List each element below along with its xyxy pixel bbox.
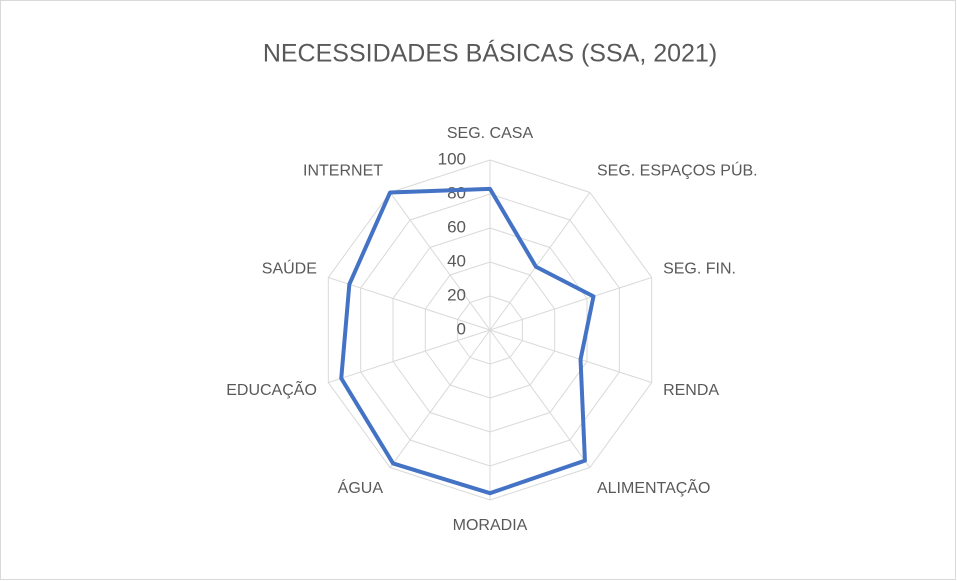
category-label: RENDA (663, 382, 719, 399)
r-tick-label: 60 (447, 217, 466, 236)
category-label: MORADIA (453, 517, 528, 534)
r-tick-label: 40 (447, 251, 466, 270)
category-label: SEG. FIN. (663, 261, 736, 278)
r-tick-label: 20 (447, 285, 466, 304)
category-label: SAÚDE (262, 259, 317, 278)
r-tick-label: 80 (447, 183, 466, 202)
spoke (489, 329, 591, 468)
r-tick-label: 0 (457, 319, 466, 338)
category-label: INTERNET (303, 163, 383, 180)
category-label: SEG. ESPAÇOS PÚB. (597, 161, 758, 180)
spoke (328, 276, 491, 331)
spoke (389, 329, 491, 468)
category-label: ÁGUA (338, 478, 384, 497)
spoke (489, 329, 652, 384)
spoke (328, 329, 491, 384)
category-label: EDUCAÇÃO (226, 379, 317, 399)
spoke (389, 192, 491, 331)
spoke (489, 192, 591, 331)
category-label: ALIMENTAÇÃO (597, 477, 711, 497)
radar-line (339, 186, 596, 496)
spoke (489, 276, 652, 331)
chart-title: NECESSIDADES BÁSICAS (SSA, 2021) (263, 39, 717, 68)
r-tick-label: 100 (438, 149, 466, 168)
category-label: SEG. CASA (447, 125, 534, 142)
